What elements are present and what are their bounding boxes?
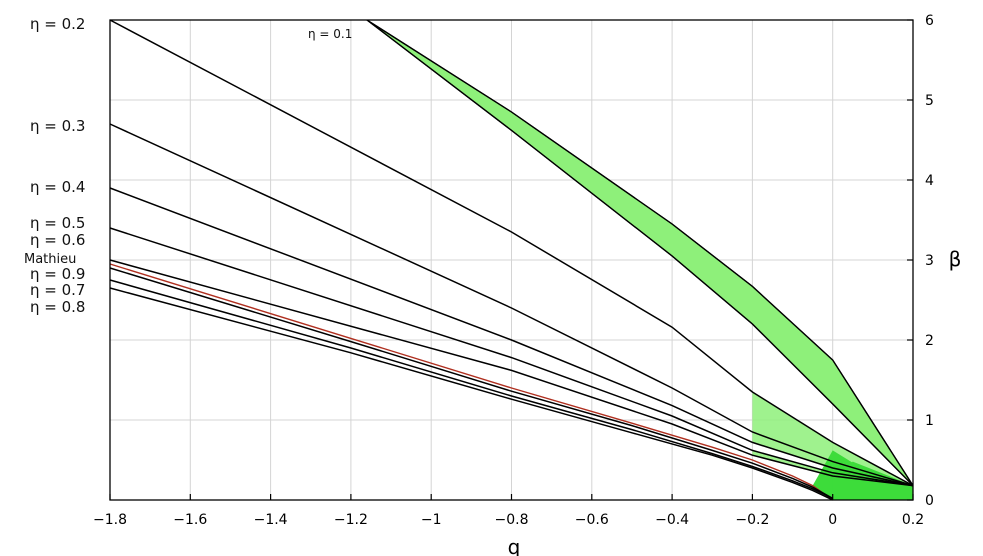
label-eta-0-9: η = 0.9 <box>30 265 85 283</box>
y-tick-label: 0 <box>925 493 934 509</box>
curve-mathieu <box>109 263 834 501</box>
x-tick-label: 0.2 <box>902 512 924 528</box>
curve-eta-5 <box>109 227 914 487</box>
x-tick-label: −1.4 <box>254 512 288 528</box>
label-eta-0-3: η = 0.3 <box>30 117 85 135</box>
curve-eta-6 <box>109 259 914 487</box>
axis-ticks: −1.8 −1.6 −1.4 −1.2 −1 −0.8 −0.6 −0.4 −0.2 0 0.201… <box>93 13 934 528</box>
y-tick-label: 5 <box>925 93 934 109</box>
curve-eta-2 <box>109 19 914 487</box>
curve-eta-0-1-lower <box>366 19 914 487</box>
x-tick-label: −1 <box>421 512 442 528</box>
y-tick-label: 1 <box>925 413 934 429</box>
x-tick-label: −1.2 <box>334 512 368 528</box>
x-tick-label: −1.6 <box>173 512 207 528</box>
y-axis-title: β <box>949 247 962 271</box>
label-eta-0-2: η = 0.2 <box>30 15 85 33</box>
x-tick-label: −0.2 <box>735 512 769 528</box>
label-eta-0-6: η = 0.6 <box>30 231 85 249</box>
band-fan-0 <box>752 392 913 486</box>
curve-eta-8 <box>109 267 834 500</box>
label-eta-0-7: η = 0.7 <box>30 281 85 299</box>
curve-eta-0-1-upper <box>366 19 914 486</box>
x-tick-label: 0 <box>828 512 837 528</box>
y-tick-label: 3 <box>925 253 934 269</box>
label-eta-0-8: η = 0.8 <box>30 298 85 316</box>
x-tick-label: −0.6 <box>575 512 609 528</box>
curve-eta-10 <box>109 287 834 501</box>
x-tick-label: −0.8 <box>495 512 529 528</box>
label-eta-0-1: η = 0.1 <box>308 27 352 41</box>
label-eta-0-4: η = 0.4 <box>30 178 85 196</box>
x-tick-label: −0.4 <box>655 512 689 528</box>
label-mathieu: Mathieu <box>24 252 76 267</box>
x-axis-title: q <box>508 535 521 556</box>
x-tick-label: −1.8 <box>93 512 127 528</box>
y-tick-label: 2 <box>925 333 934 349</box>
curve-eta-9 <box>109 279 834 500</box>
y-tick-label: 6 <box>925 13 934 29</box>
series-labels: η = 0.2 η = 0.1 η = 0.3 η = 0.4 η = 0.5 … <box>24 15 352 316</box>
curves <box>109 19 914 501</box>
curve-eta-4 <box>109 187 914 487</box>
y-tick-label: 4 <box>925 173 934 189</box>
curve-eta-3 <box>109 123 914 487</box>
label-eta-0-5: η = 0.5 <box>30 214 85 232</box>
